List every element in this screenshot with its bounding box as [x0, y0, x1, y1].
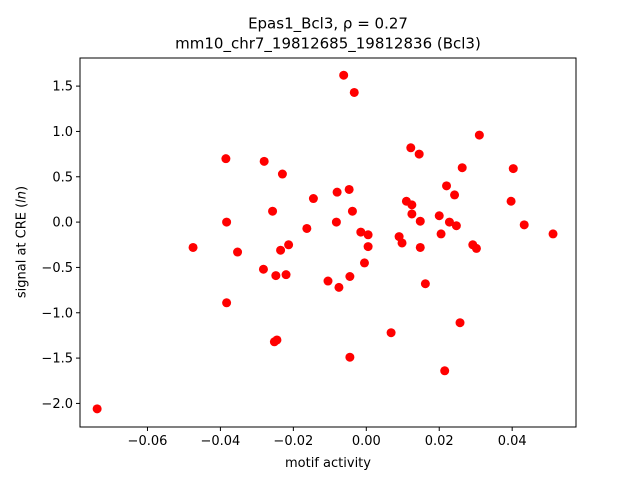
y-tick-label: −1.5	[41, 352, 73, 367]
data-point	[451, 221, 461, 231]
data-point	[222, 217, 232, 227]
data-point	[440, 366, 450, 376]
y-tick-label: 0.0	[52, 216, 73, 231]
data-point	[331, 217, 341, 227]
data-point	[471, 243, 481, 253]
data-point	[407, 200, 417, 210]
y-tick-label: 1.0	[52, 125, 73, 140]
data-point	[420, 279, 430, 289]
x-tick-label: 0.04	[498, 434, 527, 449]
data-points	[92, 70, 558, 414]
data-point	[339, 70, 349, 80]
data-point	[397, 238, 407, 248]
data-point	[363, 242, 373, 252]
y-axis-label: signal at CRE (ln)	[15, 186, 30, 298]
data-point	[363, 230, 373, 240]
y-tick-label: −1.0	[41, 306, 73, 321]
y-tick-label: −2.0	[41, 397, 73, 412]
data-point	[415, 242, 425, 252]
data-point	[345, 352, 355, 362]
data-point	[345, 271, 355, 281]
x-tick-label: −0.06	[128, 434, 168, 449]
data-point	[386, 328, 396, 338]
data-point	[442, 181, 452, 191]
data-point	[359, 258, 369, 268]
y-axis-label-italic: ln	[15, 191, 30, 203]
data-point	[221, 154, 231, 164]
data-point	[92, 404, 102, 414]
x-axis-label: motif activity	[285, 456, 371, 471]
data-point	[415, 216, 425, 226]
data-point	[356, 227, 366, 237]
chart-title-line1: Epas1_Bcl3, ρ = 0.27	[248, 15, 408, 34]
data-point	[407, 209, 417, 219]
data-point	[222, 298, 232, 308]
x-tick-label: −0.04	[200, 434, 240, 449]
data-point	[406, 143, 416, 153]
data-point	[277, 169, 287, 179]
title-prefix: Epas1_Bcl3,	[248, 15, 343, 34]
y-axis-ticks: −2.0 −1.5 −1.0 −0.5 0.0 0.5 1.0 1.5	[41, 80, 80, 412]
data-point	[332, 187, 342, 197]
data-point	[548, 229, 558, 239]
data-point	[450, 190, 460, 200]
data-point	[436, 229, 446, 239]
data-point	[434, 211, 444, 221]
chart-title-line2: mm10_chr7_19812685_19812836 (Bcl3)	[175, 35, 481, 54]
data-point	[519, 220, 529, 230]
title-rho: ρ = 0.27	[343, 15, 408, 33]
data-point	[308, 194, 318, 204]
x-tick-label: −0.02	[273, 434, 313, 449]
data-point	[474, 130, 484, 140]
data-point	[284, 240, 294, 250]
data-point	[344, 184, 354, 194]
y-tick-label: −0.5	[41, 261, 73, 276]
data-point	[334, 282, 344, 292]
data-point	[506, 196, 516, 206]
data-point	[457, 163, 467, 173]
data-point	[268, 206, 278, 216]
y-tick-label: 1.5	[52, 80, 73, 95]
data-point	[508, 164, 518, 174]
data-point	[276, 245, 286, 255]
y-axis-label-main: signal at CRE (	[15, 203, 30, 298]
data-point	[444, 217, 454, 227]
data-point	[323, 276, 333, 286]
data-point	[347, 206, 357, 216]
x-tick-label: 0.00	[352, 434, 381, 449]
data-point	[233, 247, 243, 257]
data-point	[259, 156, 269, 166]
data-point	[455, 318, 465, 328]
data-point	[272, 335, 282, 345]
data-point	[258, 264, 268, 274]
data-point	[188, 242, 198, 252]
x-axis-ticks: −0.06 −0.04 −0.02 0.00 0.02 0.04	[128, 427, 527, 449]
data-point	[349, 87, 359, 97]
y-tick-label: 0.5	[52, 170, 73, 185]
data-point	[271, 271, 281, 281]
data-point	[302, 223, 312, 233]
y-axis-label-end: )	[15, 186, 30, 191]
plot-area-frame	[79, 57, 577, 428]
data-point	[281, 270, 291, 280]
data-point	[414, 149, 424, 159]
x-tick-label: 0.02	[425, 434, 454, 449]
